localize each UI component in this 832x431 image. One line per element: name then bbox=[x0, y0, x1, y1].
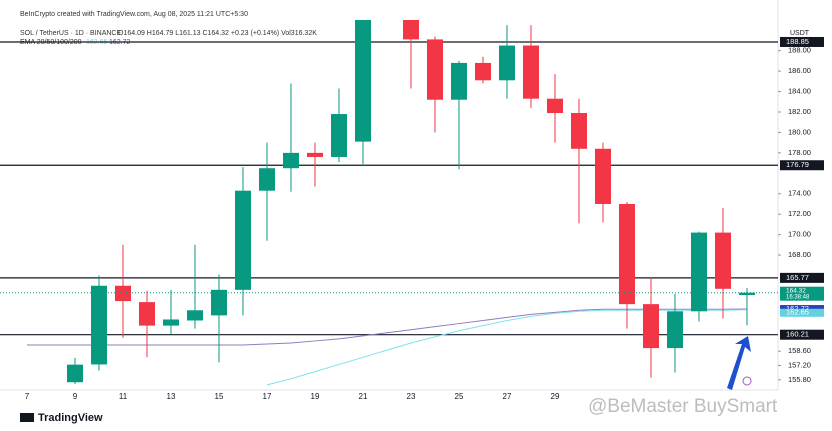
candle-body bbox=[667, 311, 683, 349]
candle-body bbox=[259, 168, 275, 191]
x-tick-label: 21 bbox=[359, 392, 368, 401]
symbol: SOL / TetherUS · 1D · BINANCE bbox=[20, 30, 121, 37]
arrow bbox=[727, 336, 751, 390]
y-tick-label: 182.00 bbox=[788, 107, 811, 116]
candle-body bbox=[571, 113, 587, 149]
level-label-box bbox=[780, 36, 824, 47]
ema-label: 162.65 bbox=[786, 308, 809, 317]
candle-body bbox=[187, 310, 203, 321]
candle-body bbox=[523, 45, 539, 99]
candle-body bbox=[547, 98, 563, 114]
candle-body bbox=[139, 302, 155, 326]
price-label-box bbox=[780, 286, 824, 301]
x-tick-label: 19 bbox=[311, 392, 320, 401]
brand: TradingView bbox=[38, 412, 103, 424]
level-label-box bbox=[780, 329, 824, 340]
y-tick-label: 155.80 bbox=[788, 375, 811, 384]
level-label: 188.85 bbox=[786, 37, 809, 46]
x-tick-label: 9 bbox=[73, 392, 78, 401]
x-tick-label: 7 bbox=[25, 392, 30, 401]
x-tick-label: 13 bbox=[167, 392, 176, 401]
candle-body bbox=[67, 364, 83, 383]
x-tick-label: 23 bbox=[407, 392, 416, 401]
y-tick-label: 157.20 bbox=[788, 360, 811, 369]
candle-body bbox=[475, 62, 491, 81]
candle-body bbox=[355, 20, 371, 142]
y-tick-label: 186.00 bbox=[788, 66, 811, 75]
logo-mark bbox=[20, 413, 34, 422]
y-tick-label: 174.00 bbox=[788, 189, 811, 198]
candle-body bbox=[115, 285, 131, 302]
candle-body bbox=[163, 319, 179, 326]
ema-line bbox=[266, 309, 748, 386]
candle-body bbox=[331, 114, 347, 157]
candle-body bbox=[427, 39, 443, 100]
candle-body bbox=[643, 304, 659, 349]
y-tick-label: 168.00 bbox=[788, 250, 811, 259]
ohlc: O164.09 H164.79 L161.13 C164.32 +0.23 (+… bbox=[118, 30, 317, 37]
y-tick-label: 180.00 bbox=[788, 127, 811, 136]
logo: TradingView bbox=[20, 412, 103, 424]
x-tick-label: 15 bbox=[215, 392, 224, 401]
candle-body bbox=[619, 203, 635, 305]
candle-body bbox=[739, 292, 755, 296]
candle-body bbox=[691, 232, 707, 312]
level-label-box bbox=[780, 272, 824, 283]
candle-body bbox=[283, 152, 299, 169]
candle-body bbox=[595, 148, 611, 204]
candle-body bbox=[211, 289, 227, 316]
y-tick-label: 172.00 bbox=[788, 209, 811, 218]
candle-body bbox=[403, 20, 419, 40]
ema-label-box bbox=[780, 308, 824, 317]
watermark: @BeMaster BuySmart bbox=[588, 396, 778, 417]
y-tick-label: 178.00 bbox=[788, 148, 811, 157]
x-tick-label: 17 bbox=[263, 392, 272, 401]
level-label: 176.79 bbox=[786, 160, 809, 169]
candle-body bbox=[91, 285, 107, 365]
x-tick-label: 29 bbox=[551, 392, 560, 401]
plot-area bbox=[0, 20, 778, 386]
y-tick-label: 158.60 bbox=[788, 346, 811, 355]
event-icon bbox=[742, 376, 752, 386]
candle-body bbox=[499, 45, 515, 81]
currency: USDT bbox=[790, 30, 810, 37]
y-tick-label: 170.00 bbox=[788, 230, 811, 239]
level-label: 160.21 bbox=[786, 330, 809, 339]
y-tick-label: 188.00 bbox=[788, 46, 811, 55]
ema-label: 162.72 bbox=[786, 304, 809, 313]
y-tick-label: 184.00 bbox=[788, 87, 811, 96]
candle-body bbox=[715, 232, 731, 289]
level-label-box bbox=[780, 160, 824, 171]
price-label: 164.32 bbox=[786, 287, 806, 294]
x-tick-label: 25 bbox=[455, 392, 464, 401]
level-label: 165.77 bbox=[786, 273, 809, 282]
candle-body bbox=[235, 190, 251, 290]
countdown: 16:38:48 bbox=[786, 294, 810, 300]
x-tick-label: 11 bbox=[119, 392, 128, 401]
credit: BeInCrypto created with TradingView.com,… bbox=[20, 11, 248, 18]
candle-body bbox=[307, 152, 323, 157]
candle-body bbox=[451, 62, 467, 100]
x-tick-label: 27 bbox=[503, 392, 512, 401]
